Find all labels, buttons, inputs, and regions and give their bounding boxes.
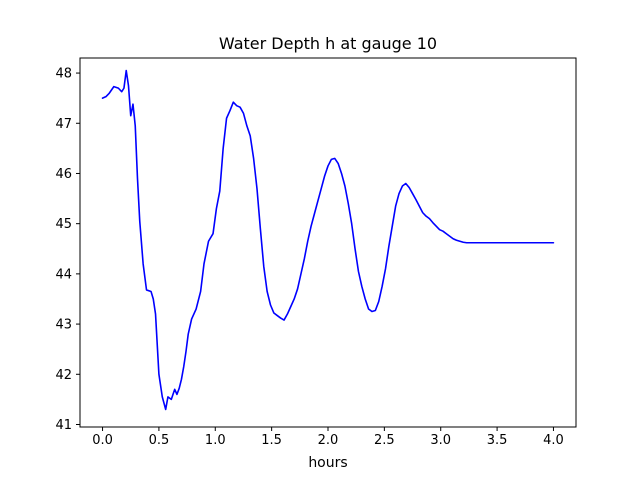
x-axis: 0.0 0.5 1.0 1.5 2.0 2.5 3.0 3.5 4.0 <box>92 427 564 448</box>
x-tick-label: 1.0 <box>205 433 226 448</box>
y-tick-label: 47 <box>55 117 72 132</box>
y-tick-label: 41 <box>55 418 72 433</box>
y-tick-label: 45 <box>55 217 72 232</box>
x-tick-label: 2.0 <box>318 433 339 448</box>
x-tick-label: 0.0 <box>92 433 113 448</box>
y-axis: 41 42 43 44 45 46 47 48 <box>55 67 80 433</box>
x-tick-label: 0.5 <box>149 433 170 448</box>
y-tick-label: 44 <box>55 267 72 282</box>
x-tick-label: 1.5 <box>261 433 282 448</box>
y-tick-label: 43 <box>55 318 72 333</box>
x-tick-label: 3.0 <box>430 433 451 448</box>
x-tick-label: 4.0 <box>543 433 564 448</box>
y-tick-label: 46 <box>55 167 72 182</box>
y-tick-label: 48 <box>55 67 72 82</box>
x-tick-label: 3.5 <box>487 433 508 448</box>
x-tick-label: 2.5 <box>374 433 395 448</box>
y-tick-label: 42 <box>55 368 72 383</box>
chart-title: Water Depth h at gauge 10 <box>219 34 437 53</box>
x-axis-label: hours <box>308 455 347 471</box>
series-line-0 <box>101 69 555 411</box>
